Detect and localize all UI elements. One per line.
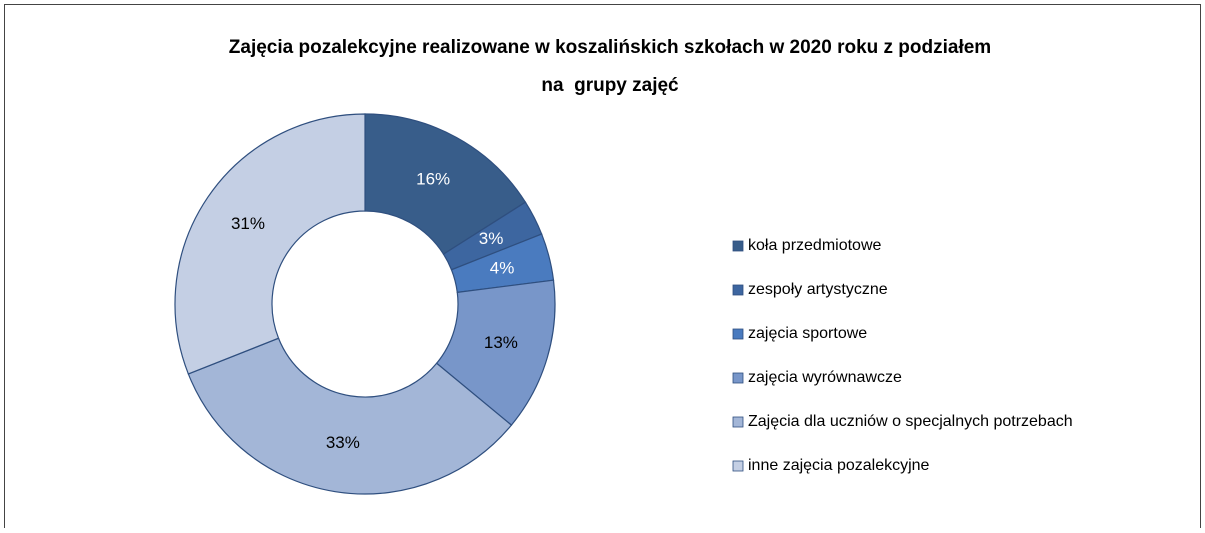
data-label: 4% [490, 258, 515, 277]
data-label: 31% [231, 214, 265, 233]
legend-swatch [732, 372, 744, 384]
legend-label: inne zajęcia pozalekcyjne [748, 457, 930, 474]
legend-label: zajęcia wyrównawcze [748, 369, 902, 386]
legend-swatch [732, 240, 744, 252]
legend-label: koła przedmiotowe [748, 237, 882, 254]
data-label: 3% [479, 229, 504, 248]
data-label: 13% [484, 333, 518, 352]
donut-slice [364, 113, 527, 255]
legend-label: zespoły artystyczne [748, 281, 888, 298]
donut-slice [174, 113, 366, 375]
legend-swatch [732, 284, 744, 296]
chart-title: na grupy zajęć [541, 75, 679, 96]
donut-slice [187, 337, 513, 495]
chart-title: Zajęcia pozalekcyjne realizowane w kosza… [229, 37, 991, 58]
legend-label: zajęcia sportowe [748, 325, 867, 342]
legend-swatch [732, 460, 744, 472]
legend-label: Zajęcia dla uczniów o specjalnych potrze… [748, 413, 1073, 430]
data-label: 33% [326, 433, 360, 452]
data-label: 16% [416, 169, 450, 188]
legend-swatch [732, 328, 744, 340]
legend-swatch [732, 416, 744, 428]
